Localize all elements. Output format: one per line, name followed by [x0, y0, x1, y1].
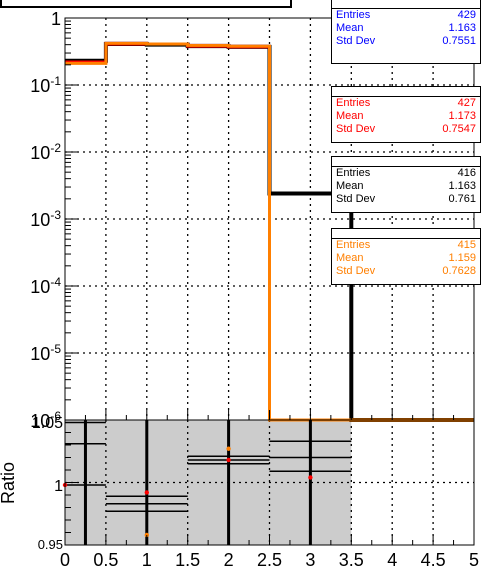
stats-mean-label: Mean [336, 110, 364, 122]
stats-std-dev-value: 0.7628 [442, 265, 476, 277]
stats-entries-value: 429 [457, 9, 476, 21]
stats-mean-label: Mean [336, 22, 364, 34]
x-tick-label: 5 [469, 550, 479, 568]
stats-box-header [332, 87, 480, 97]
stats-mean-value: 1.163 [448, 22, 476, 34]
stats-box-header [332, 229, 480, 239]
stats-std-dev-value: 0.7551 [442, 35, 476, 47]
y-tick-label: 10-6 [30, 409, 61, 431]
stats-mean-value: 1.159 [448, 252, 476, 264]
stats-mean-row: Mean 1.159 [332, 252, 480, 265]
stats-std-dev-label: Std Dev [336, 193, 376, 205]
x-tick-label: 1.5 [175, 550, 200, 568]
ratio-axis-label: Ratio [0, 462, 18, 504]
y-tick-label: 1 [51, 9, 61, 29]
y-tick-label: 10-3 [30, 208, 61, 230]
x-tick-label: 2 [224, 550, 234, 568]
stats-entries-row: Entries 416 [332, 167, 480, 180]
stats-std-dev-value: 0.7547 [442, 123, 476, 135]
x-tick-label: 2.5 [257, 550, 282, 568]
x-tick-label: 3 [305, 550, 315, 568]
stats-entries-row: Entries 415 [332, 239, 480, 252]
stats-std-dev-row: Std Dev 0.761 [332, 193, 480, 206]
stats-entries-label: Entries [336, 97, 371, 109]
stats-std-dev-row: Std Dev 0.7628 [332, 265, 480, 278]
stats-entries-label: Entries [336, 239, 371, 251]
stats-mean-row: Mean 1.163 [332, 180, 480, 193]
stats-entries-row: Entries 429 [332, 9, 480, 22]
ratio-y-tick-label: 1.05 [32, 415, 63, 432]
stats-mean-row: Mean 1.163 [332, 22, 480, 35]
x-tick-label: 4.5 [421, 550, 446, 568]
stats-std-dev-label: Std Dev [336, 123, 376, 135]
ratio-y-tick-label: 0.95 [38, 537, 63, 552]
stats-entries-value: 427 [457, 97, 476, 109]
y-tick-label: 10-5 [30, 342, 61, 364]
stats-std-dev-row: Std Dev 0.7551 [332, 35, 480, 48]
stats-box-header [332, 157, 480, 167]
stats-std-dev-label: Std Dev [336, 265, 376, 277]
stats-entries-value: 416 [457, 167, 476, 179]
x-tick-label: 4 [387, 550, 397, 568]
title-box [0, 0, 292, 8]
ratio-point [144, 490, 149, 495]
stats-entries-row: Entries 427 [332, 97, 480, 110]
stats-entries-value: 415 [457, 239, 476, 251]
stats-std-dev-row: Std Dev 0.7547 [332, 123, 480, 136]
x-tick-label: 3.5 [339, 550, 364, 568]
y-tick-label: 10-1 [30, 74, 61, 96]
y-tick-label: 10-4 [30, 275, 61, 297]
stats-box-header [332, 8, 480, 9]
ratio-y-tick-label: 1 [54, 478, 63, 495]
stats-box: Entries 427 Mean 1.173 Std Dev 0.7547 [331, 86, 481, 143]
stats-entries-label: Entries [336, 9, 371, 21]
x-tick-label: 1 [142, 550, 152, 568]
stats-box: Entries 429 Mean 1.163 Std Dev 0.7551 [331, 0, 481, 64]
ratio-point [308, 475, 313, 480]
stats-std-dev-label: Std Dev [336, 35, 376, 47]
stats-mean-value: 1.163 [448, 180, 476, 192]
ratio-point [226, 446, 231, 451]
stats-std-dev-value: 0.761 [448, 193, 476, 205]
stats-mean-value: 1.173 [448, 110, 476, 122]
stats-mean-label: Mean [336, 252, 364, 264]
stats-entries-label: Entries [336, 167, 371, 179]
y-tick-label: 10-2 [30, 141, 61, 163]
ratio-point [226, 457, 231, 463]
stats-box: Entries 416 Mean 1.163 Std Dev 0.761 [331, 156, 481, 213]
stats-mean-row: Mean 1.173 [332, 110, 480, 123]
x-tick-label: 0.5 [93, 550, 118, 568]
x-tick-label: 0 [60, 550, 70, 568]
stats-mean-label: Mean [336, 180, 364, 192]
stats-box: Entries 415 Mean 1.159 Std Dev 0.7628 [331, 228, 481, 285]
